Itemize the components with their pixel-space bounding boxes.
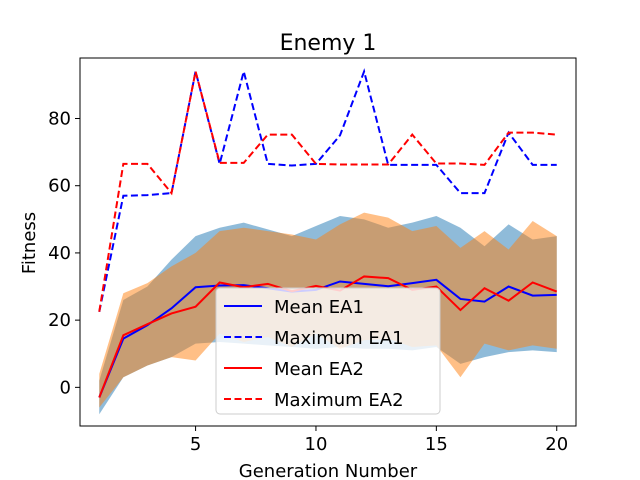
y-tick-label: 80 [48,108,71,129]
y-tick-label: 60 [48,176,71,197]
chart-title: Enemy 1 [280,31,377,56]
y-axis-ticks: 0 20 40 60 80 [48,108,80,398]
y-tick-label: 40 [48,243,71,264]
x-tick-label: 15 [425,434,448,455]
x-tick-label: 10 [305,434,328,455]
legend-label: Mean EA1 [274,297,364,318]
x-tick-label: 5 [190,434,201,455]
legend-label: Mean EA2 [274,359,364,380]
line-maximum-ea2 [98,71,557,312]
plot-frame [79,57,577,427]
x-tick-label: 20 [545,434,568,455]
legend-label: Maximum EA1 [274,328,404,349]
y-axis-label: Fitness [19,212,40,274]
line-mean-ea1 [98,278,557,398]
x-axis-label: Generation Number [239,461,418,480]
legend-box [215,287,441,415]
legend-label: Maximum EA2 [274,390,404,411]
y-tick-label: 0 [60,377,71,398]
x-axis-ticks: 5 10 15 20 [190,426,568,455]
line-maximum-ea1 [98,67,557,312]
y-tick-label: 20 [48,310,71,331]
legend: Mean EA1 Maximum EA1 Mean EA2 Maximum EA2 [215,287,441,415]
